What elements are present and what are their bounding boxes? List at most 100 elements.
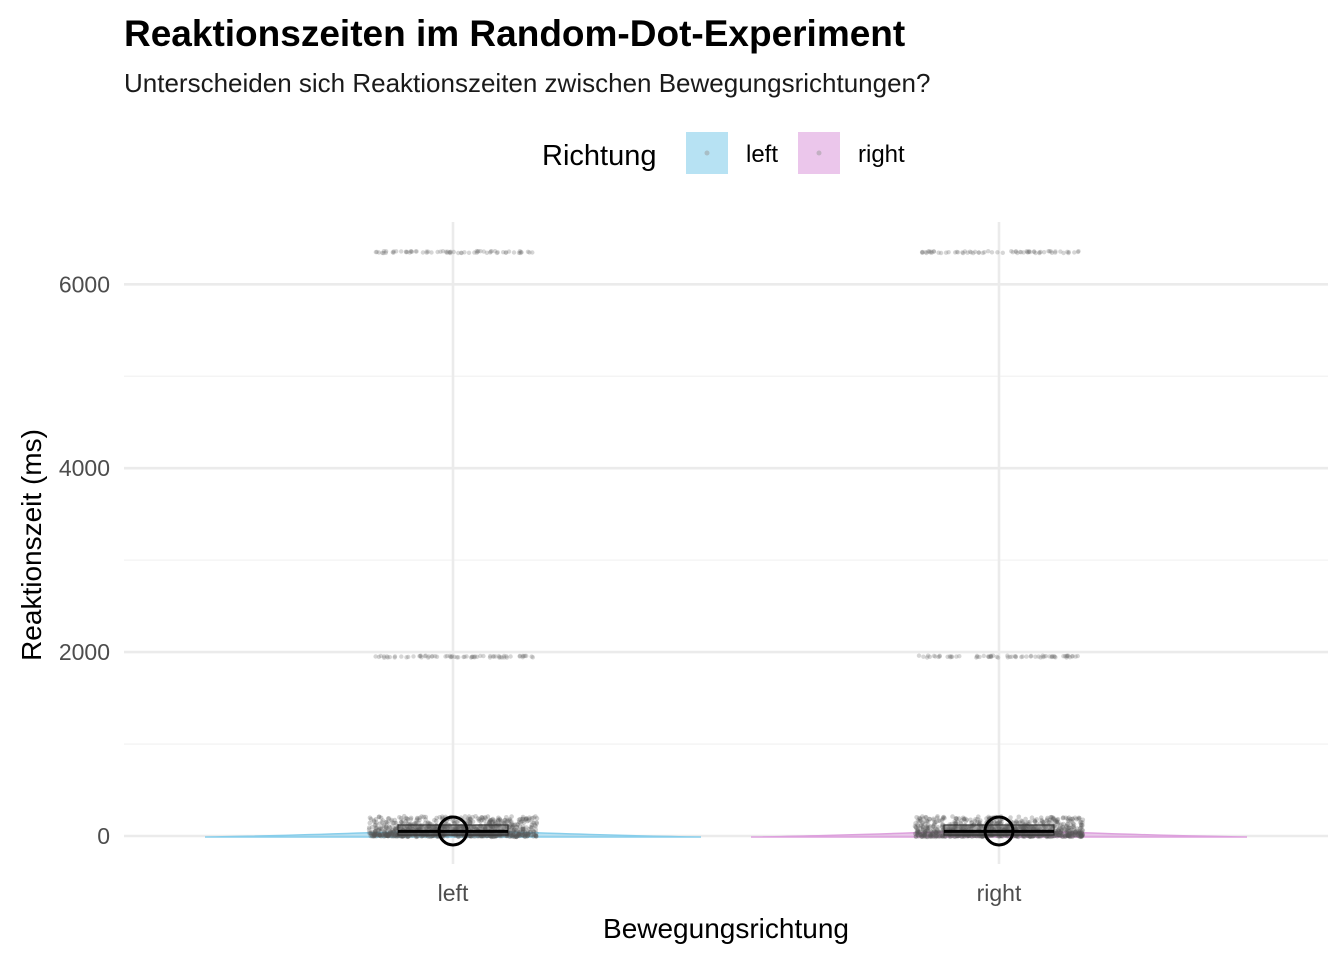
jitter-point <box>505 818 510 824</box>
jitter-point <box>443 820 449 826</box>
jitter-point <box>928 828 933 834</box>
jitter-point <box>510 833 515 839</box>
outlier-point <box>949 654 955 660</box>
jitter-point <box>380 832 385 837</box>
outlier-point <box>980 250 986 256</box>
jitter-point <box>517 833 523 838</box>
jitter-point <box>397 815 402 820</box>
jitter-point <box>1032 819 1038 824</box>
outlier-point <box>1019 654 1024 660</box>
jitter-point <box>511 832 517 838</box>
outlier-point <box>381 250 386 256</box>
jitter-point <box>518 820 523 826</box>
jitter-point <box>384 819 389 825</box>
jitter-point <box>512 834 517 840</box>
jitter-point <box>922 822 927 827</box>
jitter-point <box>483 816 489 821</box>
outlier-point <box>481 653 486 659</box>
jitter-point <box>1014 820 1019 826</box>
jitter-point <box>921 834 926 839</box>
jitter-point <box>517 829 523 834</box>
jitter-point <box>926 825 931 830</box>
jitter-point <box>381 823 387 829</box>
outlier-point <box>947 654 953 659</box>
jitter-point <box>498 817 503 823</box>
jitter-point <box>379 819 385 825</box>
jitter-point <box>931 816 936 822</box>
outlier-point <box>448 654 453 660</box>
outlier-point <box>448 250 453 256</box>
jitter-point <box>1067 831 1072 837</box>
jitter-point <box>1065 816 1070 821</box>
jitter-point <box>523 830 528 835</box>
jitter-point <box>997 819 1003 824</box>
outlier-point <box>497 655 503 660</box>
outlier-point <box>464 654 469 659</box>
jitter-point <box>959 818 964 823</box>
jitter-point <box>527 816 532 822</box>
jitter-point <box>384 832 390 837</box>
jitter-point <box>921 826 926 832</box>
outlier-point <box>506 249 512 254</box>
jitter-point <box>522 829 528 835</box>
jitter-point <box>1064 824 1069 829</box>
jitter-point <box>1066 832 1071 838</box>
outlier-point <box>492 249 498 254</box>
outlier-point <box>975 654 980 659</box>
jitter-point <box>924 834 930 840</box>
jitter-point <box>932 829 937 834</box>
jitter-point <box>495 818 501 824</box>
outlier-point <box>420 250 426 255</box>
jitter-point <box>403 819 409 824</box>
jitter-point <box>1023 816 1028 822</box>
jitter-point <box>489 819 495 825</box>
outlier-point <box>404 655 409 660</box>
jitter-point <box>528 832 534 838</box>
jitter-point <box>1049 814 1054 820</box>
jitter-point <box>1008 815 1013 820</box>
jitter-point <box>524 816 529 822</box>
jitter-point <box>473 814 478 819</box>
jitter-point <box>1076 833 1081 838</box>
jitter-point <box>918 818 923 824</box>
outlier-point <box>456 250 461 256</box>
jitter-point <box>1078 822 1084 828</box>
outlier-point <box>1076 249 1081 254</box>
outlier-point <box>454 655 460 660</box>
outlier-point <box>516 250 522 255</box>
jitter-point <box>393 828 398 834</box>
jitter-point <box>932 820 938 825</box>
jitter-point <box>392 833 398 838</box>
outlier-point <box>511 250 517 255</box>
jitter-point <box>392 831 398 837</box>
jitter-point <box>521 831 527 837</box>
outlier-point <box>376 654 382 660</box>
outlier-point <box>1005 653 1010 658</box>
jitter-point <box>531 834 536 839</box>
jitter-point <box>368 832 373 837</box>
outlier-point <box>472 250 477 255</box>
outlier-point <box>519 250 524 255</box>
jitter-point <box>534 821 539 826</box>
jitter-point <box>373 826 379 832</box>
jitter-point <box>524 832 529 837</box>
outlier-point <box>1073 654 1078 659</box>
jitter-point <box>939 824 945 830</box>
jitter-point <box>525 830 531 836</box>
jitter-point <box>1079 833 1085 838</box>
jitter-point <box>1048 815 1053 820</box>
jitter-point <box>1079 833 1084 838</box>
jitter-point <box>984 816 989 821</box>
jitter-point <box>931 822 937 828</box>
jitter-point <box>530 828 536 834</box>
jitter-point <box>382 832 388 837</box>
jitter-point <box>377 833 383 838</box>
jitter-point <box>1053 819 1059 824</box>
jitter-point <box>915 830 921 836</box>
jitter-point <box>528 829 533 835</box>
jitter-point <box>482 814 488 820</box>
jitter-point <box>1020 819 1025 824</box>
jitter-point <box>387 831 392 837</box>
jitter-point <box>1069 830 1075 836</box>
jitter-point <box>386 832 392 837</box>
